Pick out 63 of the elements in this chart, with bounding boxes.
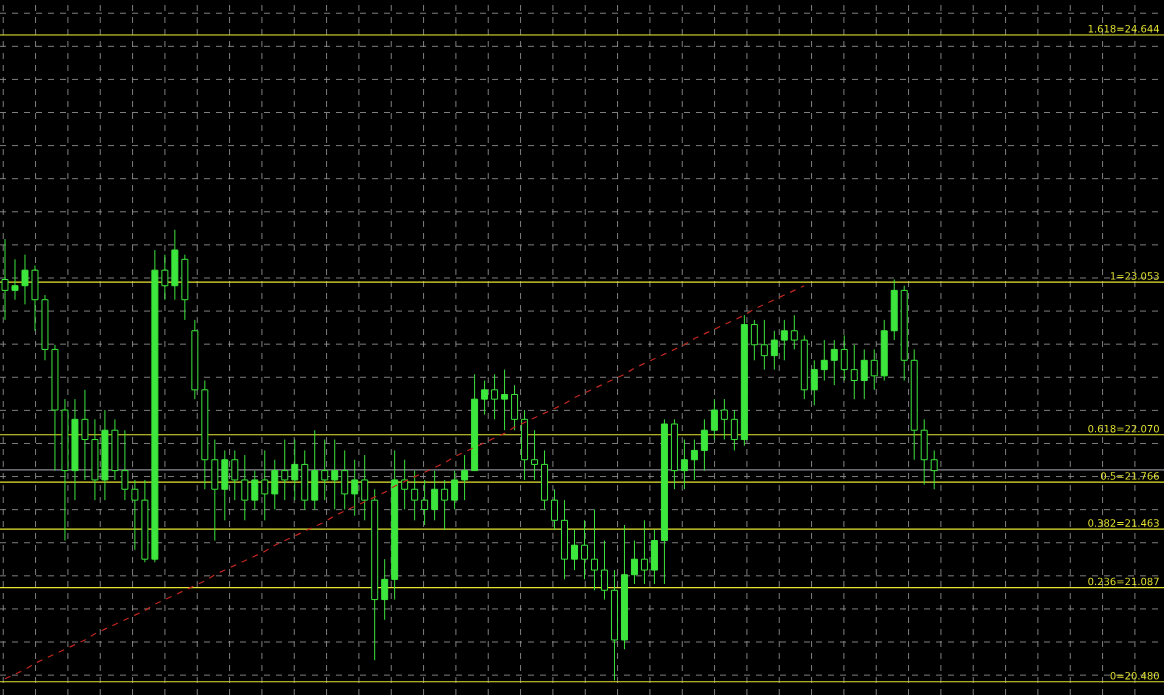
candlestick [720, 398, 728, 441]
candlestick [830, 339, 838, 386]
candlestick [421, 479, 429, 526]
candlestick [581, 519, 588, 580]
candlestick [501, 369, 509, 431]
ref-line-label: 1.618=24.644 [1088, 24, 1160, 33]
candlestick [930, 449, 938, 490]
candlestick [770, 330, 778, 371]
candlestick [121, 429, 129, 501]
candlestick [780, 319, 788, 361]
candlestick [11, 258, 19, 301]
candlestick [860, 348, 868, 400]
candlestick [431, 470, 439, 521]
candlestick [261, 449, 269, 521]
candlestick [461, 454, 469, 501]
candlestick [281, 439, 289, 501]
candlestick [321, 439, 329, 501]
candlestick [81, 389, 89, 481]
candlestick [231, 449, 239, 501]
candlestick [760, 319, 768, 371]
candlestick [271, 459, 279, 510]
ref-line-label: 0.618=22.070 [1088, 424, 1159, 433]
candlestick [850, 344, 858, 400]
candlestick [131, 479, 139, 551]
candlestick [630, 540, 638, 585]
candlestick [690, 439, 698, 481]
candlestick [640, 519, 648, 585]
candlestick [680, 439, 688, 490]
candlestick [161, 254, 169, 301]
candlestick [291, 439, 299, 501]
candlestick [331, 439, 339, 510]
candlestick [341, 449, 349, 510]
candlestick [401, 459, 409, 510]
candlestick [600, 540, 608, 601]
ref-line-label: 1=23.053 [1110, 272, 1159, 280]
candlestick [251, 470, 259, 510]
candlestick [21, 254, 29, 305]
candlestick [790, 314, 798, 350]
candlestick [840, 334, 848, 381]
candlestick [351, 459, 359, 517]
candlestick [481, 380, 489, 416]
ref-line-label: 0.382=21.463 [1088, 519, 1159, 527]
candlestick [571, 529, 579, 571]
candlestick [730, 409, 738, 451]
ref-line-label: 0=20.480 [1110, 671, 1159, 680]
candlestick [810, 359, 818, 406]
candlestick [531, 429, 539, 481]
candlestick [710, 398, 718, 441]
candlestick [700, 418, 708, 472]
candlestick [441, 479, 449, 531]
candlestick [451, 470, 459, 510]
candlestick [241, 454, 249, 521]
candlestick [820, 339, 828, 381]
candlestick [381, 558, 389, 621]
candlestick [870, 348, 878, 391]
candlestick [551, 488, 559, 531]
candlestick [361, 454, 369, 521]
candlestick [750, 319, 758, 361]
candlestick [411, 470, 419, 521]
candlestick [491, 373, 499, 420]
candlestick [590, 508, 598, 591]
ref-line-label: 0.236=21.087 [1088, 577, 1159, 586]
ref-line-label: 0.5=21.766 [1100, 472, 1159, 480]
